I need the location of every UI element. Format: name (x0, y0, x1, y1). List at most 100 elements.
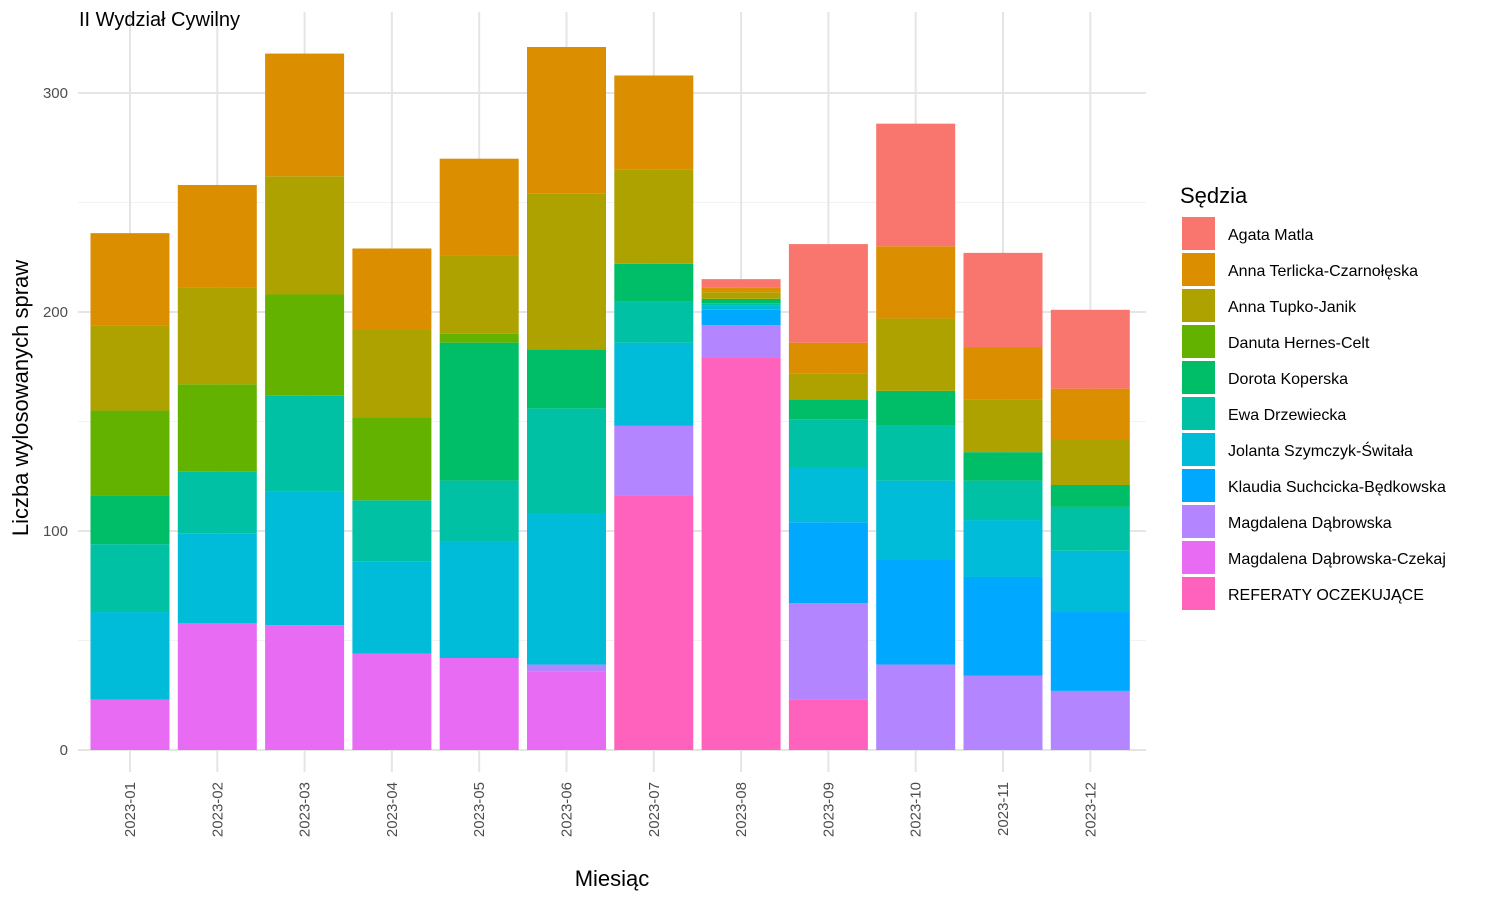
y-tick-label: 100 (43, 523, 68, 540)
x-tick-label: 2023-10 (908, 782, 925, 837)
legend-label: Anna Terlicka-Czarnołęska (1228, 263, 1418, 280)
bar-segment (1050, 388, 1130, 440)
bar-segment (527, 513, 606, 665)
bar-segment (439, 158, 519, 256)
legend-swatch (1182, 433, 1215, 466)
bar-segment (788, 419, 868, 468)
bar-segment (527, 47, 606, 194)
axis-layer: 0 100 200 300 2023-01 2023-02 2023-03 2023-04 20… (43, 85, 1099, 837)
bar-segment (527, 408, 606, 514)
bar-segment (788, 522, 868, 604)
bar-segment (439, 333, 519, 343)
legend-label: Klaudia Suchcicka-Będkowska (1228, 479, 1446, 496)
x-tick-label: 2023-11 (995, 782, 1012, 836)
bar-segment (439, 541, 519, 659)
bar-segment (352, 329, 432, 418)
bar-segment (701, 292, 781, 299)
bar-segment (352, 248, 432, 330)
bar-segment (90, 699, 170, 750)
bar-segment (788, 603, 868, 700)
legend-label: Anna Tupko-Janik (1228, 299, 1357, 316)
bar-segment (439, 255, 519, 334)
bar-segment (614, 169, 694, 264)
x-tick-label: 2023-08 (733, 782, 750, 837)
bar-segment (788, 373, 868, 400)
y-axis-title: Liczba wylosowanych spraw (8, 260, 33, 536)
bar-segment (876, 664, 956, 750)
bar-segment (352, 653, 432, 750)
x-tick-label: 2023-01 (122, 782, 139, 837)
bar-segment (265, 294, 345, 396)
bar-segment (876, 123, 956, 247)
bar-segment (352, 417, 432, 501)
bar-segment (614, 495, 694, 750)
x-tick-label: 2023-07 (646, 782, 663, 837)
bar-segment (90, 325, 170, 411)
bar-segment (701, 357, 781, 750)
bar-segment (177, 287, 257, 385)
legend-swatch (1182, 217, 1215, 250)
bar-segment (90, 495, 170, 545)
bar-segment (1050, 690, 1130, 750)
legend-swatch (1182, 541, 1215, 574)
legend-swatch (1182, 361, 1215, 394)
bar-segment (701, 309, 781, 326)
bar-segment (876, 318, 956, 391)
y-tick-label: 300 (43, 85, 68, 102)
bar-segment (876, 246, 956, 319)
chart-title: II Wydział Cywilny (79, 9, 240, 31)
y-tick-label: 0 (60, 742, 68, 759)
bar-segment (788, 399, 868, 420)
x-tick-label: 2023-03 (297, 782, 314, 837)
legend-swatch (1182, 253, 1215, 286)
bar-segment (614, 75, 694, 170)
x-tick-label: 2023-05 (471, 782, 488, 837)
bar-segment (265, 491, 345, 626)
bar-segment (876, 425, 956, 481)
bar-segment (788, 699, 868, 750)
bar-segment (963, 347, 1043, 400)
bar-segment (963, 452, 1043, 481)
bar-segment (1050, 309, 1130, 389)
x-tick-label: 2023-04 (384, 782, 401, 837)
bar-segment (614, 342, 694, 426)
bar-segment (439, 658, 519, 750)
bar-segment (177, 384, 257, 472)
legend-swatch (1182, 325, 1215, 358)
bar-segment (1050, 550, 1130, 613)
bar-segment (1050, 506, 1130, 551)
bar-segment (439, 342, 519, 481)
legend-label: Ewa Drzewiecka (1228, 407, 1346, 424)
bar-segment (701, 298, 781, 304)
legend-swatch (1182, 289, 1215, 322)
legend-label: Magdalena Dąbrowska (1228, 515, 1392, 532)
legend-swatch (1182, 505, 1215, 538)
bar-segment (177, 471, 257, 534)
x-tick-label: 2023-02 (209, 782, 226, 837)
bar-segment (177, 622, 257, 750)
x-tick-label: 2023-06 (559, 782, 576, 837)
bar-segment (352, 561, 432, 654)
bar-segment (527, 193, 606, 350)
bar-segment (527, 664, 606, 672)
legend-swatch (1182, 577, 1215, 610)
bar-segment (265, 176, 345, 295)
bar-segment (963, 675, 1043, 750)
legend-label: Dorota Koperska (1228, 371, 1348, 388)
bar-segment (963, 399, 1043, 453)
bar-segment (963, 252, 1043, 348)
y-tick-label: 200 (43, 304, 68, 321)
bar-segment (265, 625, 345, 750)
bar-segment (963, 480, 1043, 521)
legend-label: Agata Matla (1228, 227, 1313, 244)
bar-segment (701, 325, 781, 358)
bar-segment (701, 303, 781, 306)
bar-segment (1050, 612, 1130, 691)
bar-segment (788, 342, 868, 374)
bars-layer (90, 47, 1130, 750)
legend-swatch (1182, 397, 1215, 430)
x-tick-label: 2023-09 (820, 782, 837, 837)
bar-segment (90, 233, 170, 326)
bar-segment (701, 279, 781, 288)
